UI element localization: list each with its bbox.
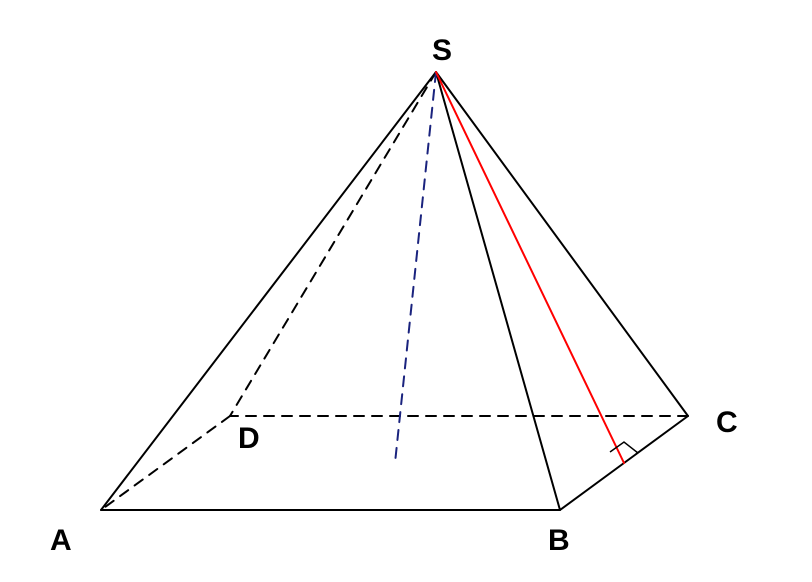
edge-S-C — [436, 72, 688, 416]
edge-D-A — [101, 416, 230, 510]
label-B: B — [548, 524, 570, 557]
edge-S-A — [101, 72, 436, 510]
edge-S-O — [395, 72, 436, 463]
label-A: A — [50, 524, 72, 557]
label-S: S — [432, 34, 452, 67]
pyramid-diagram: S A B C D — [0, 0, 812, 582]
label-C: C — [716, 406, 738, 439]
label-D: D — [238, 422, 260, 455]
